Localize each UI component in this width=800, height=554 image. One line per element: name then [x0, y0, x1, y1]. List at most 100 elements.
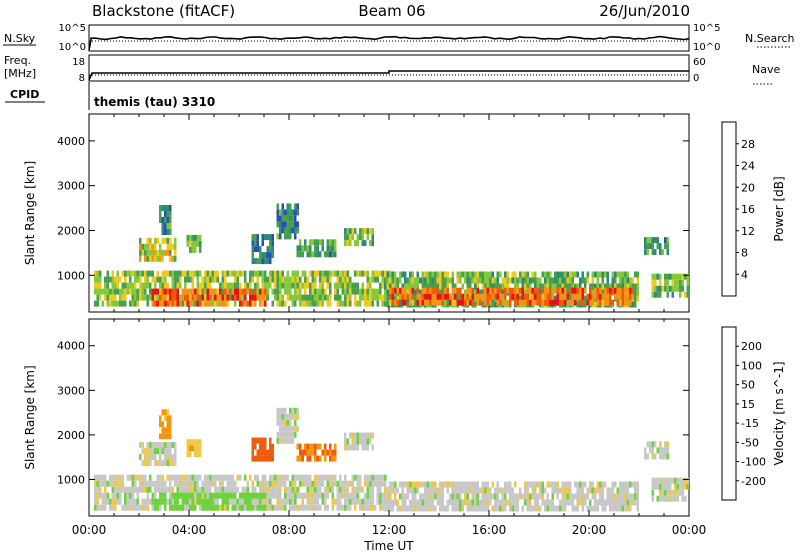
range-cell	[426, 505, 429, 512]
range-cell	[506, 499, 509, 506]
range-cell	[409, 271, 412, 278]
range-cell	[671, 477, 674, 484]
range-cell	[529, 493, 532, 500]
range-cell	[471, 499, 474, 506]
range-cell	[146, 492, 149, 499]
range-cell	[626, 293, 629, 300]
range-cell	[299, 288, 302, 295]
range-cell	[259, 504, 262, 511]
range-cell	[666, 249, 669, 256]
range-cell	[106, 276, 109, 283]
range-cell	[171, 442, 174, 449]
range-cell	[364, 498, 367, 505]
range-cell	[561, 299, 564, 306]
range-cell	[464, 289, 467, 296]
range-cell	[296, 492, 299, 499]
range-cell	[526, 299, 529, 306]
range-cell	[329, 288, 332, 295]
range-cell	[331, 486, 334, 493]
range-cell	[239, 504, 242, 511]
range-cell	[371, 474, 374, 481]
range-cell	[279, 504, 282, 511]
range-cell	[304, 239, 307, 246]
range-cell	[289, 282, 292, 289]
range-cell	[394, 481, 397, 488]
range-cell	[156, 270, 159, 277]
range-cell	[651, 489, 654, 496]
range-cell	[339, 492, 342, 499]
range-cell	[219, 492, 222, 499]
range-cell	[256, 504, 259, 511]
range-cell	[559, 499, 562, 506]
range-cell	[234, 270, 237, 277]
range-cell	[439, 271, 442, 278]
range-cell	[114, 276, 117, 283]
range-cell	[161, 492, 164, 499]
range-cell	[509, 481, 512, 488]
range-cell	[659, 477, 662, 484]
range-cell	[166, 249, 169, 256]
range-cell	[301, 245, 304, 252]
nave-tick-high: 60	[693, 57, 706, 68]
range-cell	[189, 300, 192, 307]
range-cell	[199, 486, 202, 493]
range-cell	[654, 291, 657, 298]
range-cell	[294, 413, 297, 420]
range-cell	[164, 288, 167, 295]
range-cell	[269, 449, 272, 456]
range-cell	[539, 487, 542, 494]
range-cell	[524, 277, 527, 284]
range-cell	[431, 287, 434, 294]
range-cell	[396, 487, 399, 494]
range-cell	[261, 300, 264, 307]
range-cell	[474, 283, 477, 290]
range-cell	[646, 453, 649, 460]
range-cell	[621, 505, 624, 512]
range-cell	[406, 277, 409, 284]
range-cell	[294, 215, 297, 222]
range-cell	[261, 455, 264, 462]
range-cell	[239, 294, 242, 301]
range-cell	[229, 474, 232, 481]
range-cell	[409, 499, 412, 506]
freq-tick-high: 18	[72, 57, 85, 68]
range-cell	[224, 504, 227, 511]
range-cell	[146, 498, 149, 505]
range-cell	[144, 454, 147, 461]
cpid-value: themis (tau) 3310	[94, 95, 215, 109]
freq-label-1: Freq.	[4, 54, 31, 67]
range-cell	[244, 282, 247, 289]
range-cell	[664, 441, 667, 448]
range-cell	[109, 480, 112, 487]
range-cell	[184, 270, 187, 277]
range-cell	[274, 276, 277, 283]
range-cell	[519, 493, 522, 500]
range-cell	[471, 287, 474, 294]
range-cell	[574, 287, 577, 294]
range-cell	[151, 294, 154, 301]
range-cell	[281, 498, 284, 505]
range-cell	[139, 243, 142, 250]
range-cell	[221, 492, 224, 499]
range-cell	[189, 486, 192, 493]
range-cell	[416, 293, 419, 300]
range-cell	[251, 492, 254, 499]
range-cell	[359, 504, 362, 511]
range-cell	[361, 294, 364, 301]
range-cell	[324, 288, 327, 295]
range-cell	[316, 245, 319, 252]
range-cell	[316, 492, 319, 499]
range-cell	[566, 499, 569, 506]
range-cell	[264, 288, 267, 295]
range-cell	[191, 300, 194, 307]
range-cell	[331, 455, 334, 462]
range-cell	[606, 499, 609, 506]
range-cell	[159, 474, 162, 481]
range-cell	[254, 300, 257, 307]
range-cell	[536, 505, 539, 512]
range-cell	[536, 287, 539, 294]
range-cell	[599, 293, 602, 300]
range-cell	[429, 293, 432, 300]
range-cell	[206, 474, 209, 481]
range-cell	[256, 288, 259, 295]
